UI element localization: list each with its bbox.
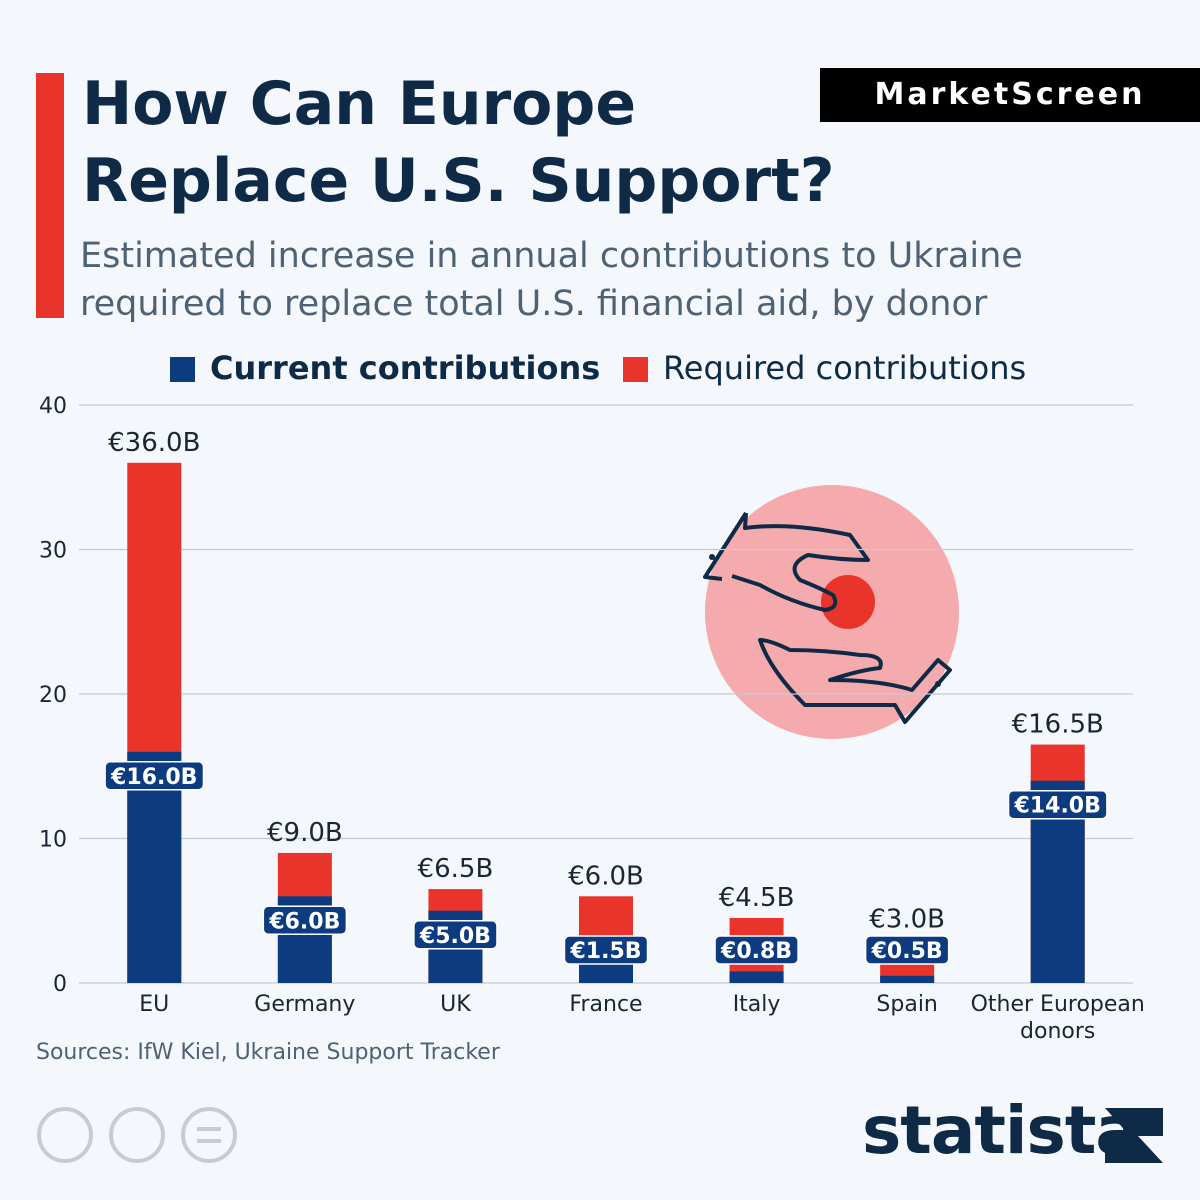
value-badge (104, 761, 205, 791)
y-tick-label: 0 (53, 972, 67, 997)
total-label: €9.0B (267, 818, 343, 848)
total-label: €6.5B (418, 854, 494, 884)
value-badge (563, 935, 649, 965)
y-tick-label: 40 (39, 394, 67, 419)
total-label: €3.0B (869, 905, 945, 935)
y-tick-label: 10 (39, 828, 67, 853)
total-label: €36.0B (108, 428, 200, 458)
publisher-logo (1105, 1108, 1163, 1163)
value-label: €14.0B (1014, 794, 1101, 819)
value-label: €16.0B (110, 765, 197, 790)
y-tick-label: 30 (39, 539, 67, 564)
legend-label: Current contributions (210, 349, 601, 387)
total-label: €4.5B (719, 883, 795, 913)
brand-logo: MarketScreen (820, 68, 1200, 122)
x-tick-label: Spain (876, 992, 938, 1017)
value-label: €0.8B (720, 939, 792, 964)
x-tick-label: EU (139, 992, 170, 1017)
value-badge (864, 935, 950, 965)
illustration (703, 485, 959, 739)
license-icons (37, 1107, 237, 1163)
bar (579, 961, 633, 983)
value-badge (262, 905, 348, 936)
y-tick-label: 20 (39, 683, 67, 708)
bar (880, 975, 935, 983)
x-tick-label: Italy (732, 992, 781, 1017)
value-badge (714, 935, 799, 965)
value-label: €6.0B (268, 909, 340, 934)
value-label: €5.0B (419, 924, 491, 949)
chart-subtitle: Estimated increase in annual contributio… (80, 236, 1023, 324)
chart-title: How Can Europe Replace U.S. Support? (82, 69, 835, 216)
x-tick-label: France (569, 992, 643, 1017)
accent-bar (36, 73, 64, 318)
legend-swatch (170, 357, 195, 382)
value-badge (413, 920, 498, 950)
x-tick-label: Other European donors (970, 992, 1145, 1044)
total-label: €16.5B (1012, 710, 1104, 740)
publisher-name: statista (862, 1092, 1140, 1169)
legend-label: Required contributions (663, 349, 1027, 387)
x-tick-label: UK (440, 992, 471, 1017)
value-badge (1007, 789, 1108, 820)
bar (729, 971, 784, 983)
x-tick-label: Germany (254, 992, 356, 1017)
legend-swatch (623, 357, 648, 382)
value-label: €0.5B (871, 939, 943, 964)
total-label: €6.0B (568, 861, 644, 891)
source-note: Sources: IfW Kiel, Ukraine Support Track… (36, 1040, 500, 1065)
value-label: €1.5B (569, 939, 641, 964)
